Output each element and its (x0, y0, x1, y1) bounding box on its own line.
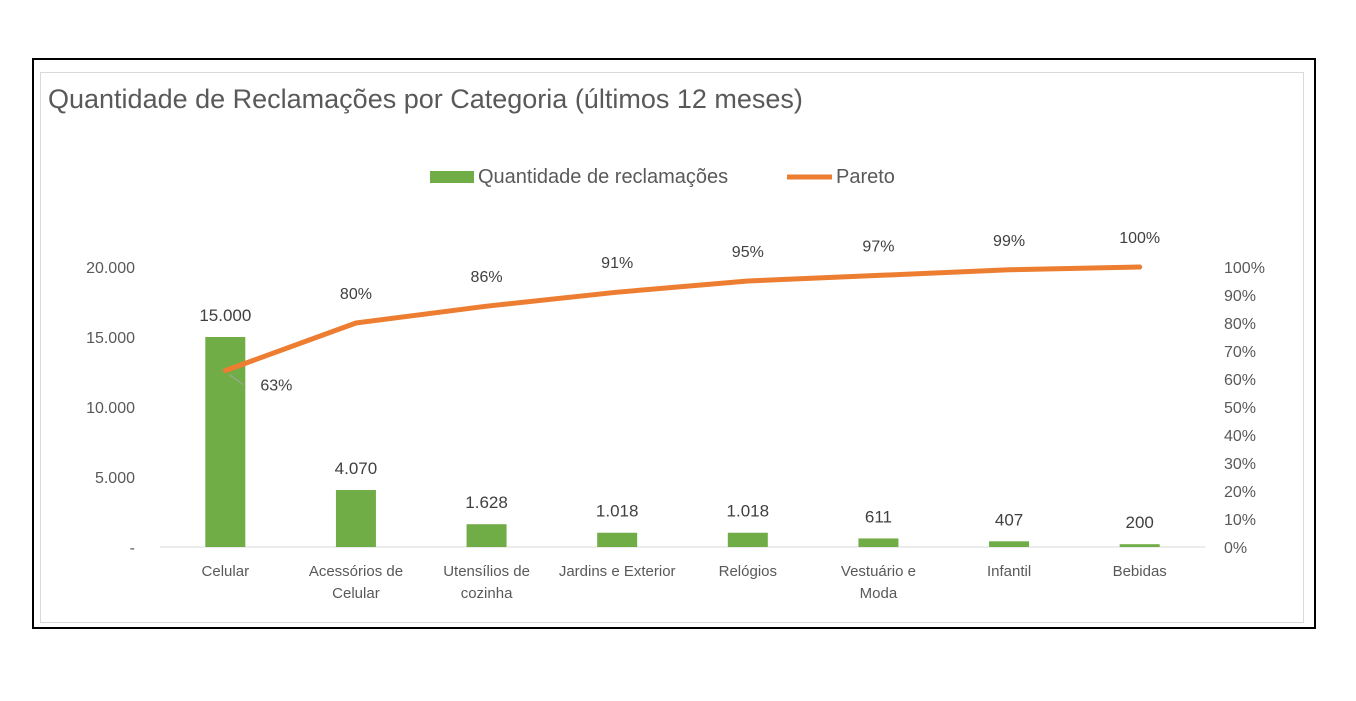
y-left-tick-label: 10.000 (86, 400, 135, 417)
y-right-tick-label: 100% (1224, 260, 1265, 277)
x-tick-label: Celular (332, 585, 380, 602)
bar (597, 532, 638, 547)
pareto-data-label: 100% (1119, 230, 1160, 247)
x-tick-label: Moda (860, 585, 898, 602)
y-right-tick-label: 60% (1224, 372, 1256, 389)
pareto-data-label: 95% (732, 244, 764, 261)
x-tick-label: Acessórios de (309, 563, 403, 580)
x-tick-label: Jardins e Exterior (559, 563, 676, 580)
x-tick-label: Infantil (987, 563, 1031, 580)
pareto-data-label: 99% (993, 233, 1025, 250)
pareto-data-label: 86% (471, 269, 503, 286)
bar-data-label: 1.018 (727, 502, 770, 521)
y-right-tick-label: 30% (1224, 456, 1256, 473)
y-right-tick-label: 0% (1224, 540, 1247, 557)
y-right-tick-label: 80% (1224, 316, 1256, 333)
bar (989, 541, 1030, 547)
chart-area-border (40, 72, 1304, 623)
bar-data-label: 1.628 (465, 493, 508, 512)
bar (1119, 544, 1160, 547)
bar-data-label: 611 (865, 507, 892, 526)
y-left-tick-label: - (130, 540, 135, 557)
x-tick-label: cozinha (461, 585, 513, 602)
bar-data-label: 4.070 (335, 459, 378, 478)
pareto-data-label: 97% (862, 238, 894, 255)
y-right-tick-label: 50% (1224, 400, 1256, 417)
x-tick-label: Vestuário e (841, 563, 916, 580)
x-tick-label: Utensílios de (443, 563, 530, 580)
bar-data-label: 200 (1126, 513, 1154, 532)
legend-label-line: Pareto (836, 166, 895, 188)
y-right-tick-label: 90% (1224, 288, 1256, 305)
pareto-data-label: 63% (260, 378, 292, 395)
x-tick-label: Bebidas (1113, 563, 1167, 580)
x-tick-label: Relógios (719, 563, 777, 580)
pareto-data-label: 80% (340, 286, 372, 303)
y-left-tick-label: 15.000 (86, 330, 135, 347)
legend-swatch-bars (430, 171, 474, 183)
chart-title: Quantidade de Reclamações por Categoria … (48, 84, 803, 114)
chart-frame (32, 58, 1316, 629)
bar-data-label: 407 (995, 510, 1023, 529)
y-right-tick-label: 70% (1224, 344, 1256, 361)
legend-label-bars: Quantidade de reclamações (478, 166, 728, 188)
y-right-tick-label: 10% (1224, 512, 1256, 529)
x-tick-label: Celular (202, 563, 250, 580)
bar-data-label: 1.018 (596, 502, 639, 521)
pareto-label-leader (229, 374, 244, 386)
bar (466, 524, 507, 547)
bar (335, 490, 376, 547)
y-left-tick-label: 20.000 (86, 260, 135, 277)
plot-area: - 5.000 10.000 15.000 20.000 0% 10% 20% 30% 40% 50… (86, 230, 1265, 602)
chart-legend: Quantidade de reclamações Pareto (430, 166, 895, 188)
bar-data-label: 15.000 (199, 306, 251, 325)
y-right-tick-label: 40% (1224, 428, 1256, 445)
pareto-data-label: 91% (601, 255, 633, 272)
y-right-tick-label: 20% (1224, 484, 1256, 501)
bar (858, 538, 899, 547)
pareto-line (222, 264, 1143, 374)
bar (727, 532, 768, 547)
y-left-tick-label: 5.000 (95, 470, 135, 487)
